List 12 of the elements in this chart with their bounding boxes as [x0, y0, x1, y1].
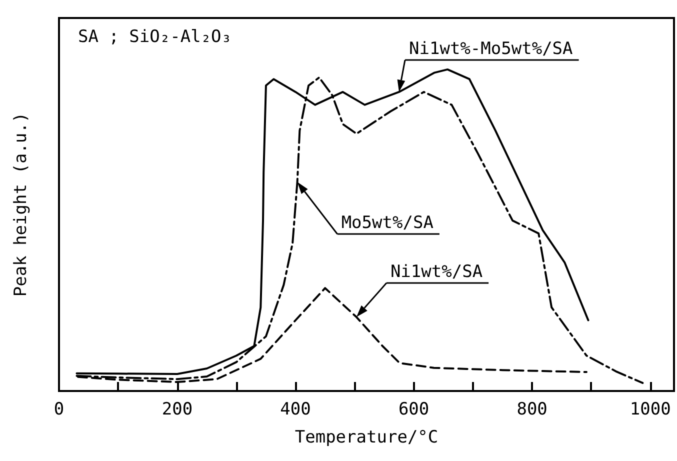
x-tick-label: 200: [162, 400, 193, 420]
text: SA ; SiO₂-Al₂O₃: [78, 27, 232, 47]
x-tick-label: 1000: [630, 400, 671, 420]
y-axis-title: Peak height (a.u.): [11, 112, 31, 297]
x-tick-label: 0: [54, 400, 64, 420]
text: Mo5wt%/SA: [341, 212, 434, 233]
x-tick-label: 400: [280, 400, 311, 420]
series-label: Ni1wt%-Mo5wt%/SA: [409, 38, 573, 59]
x-tick-label: 800: [516, 400, 548, 420]
x-axis-title: Temperature/°C: [294, 428, 438, 448]
x-tick-label: 600: [398, 400, 430, 420]
text: Ni1wt%/SA: [390, 262, 483, 282]
